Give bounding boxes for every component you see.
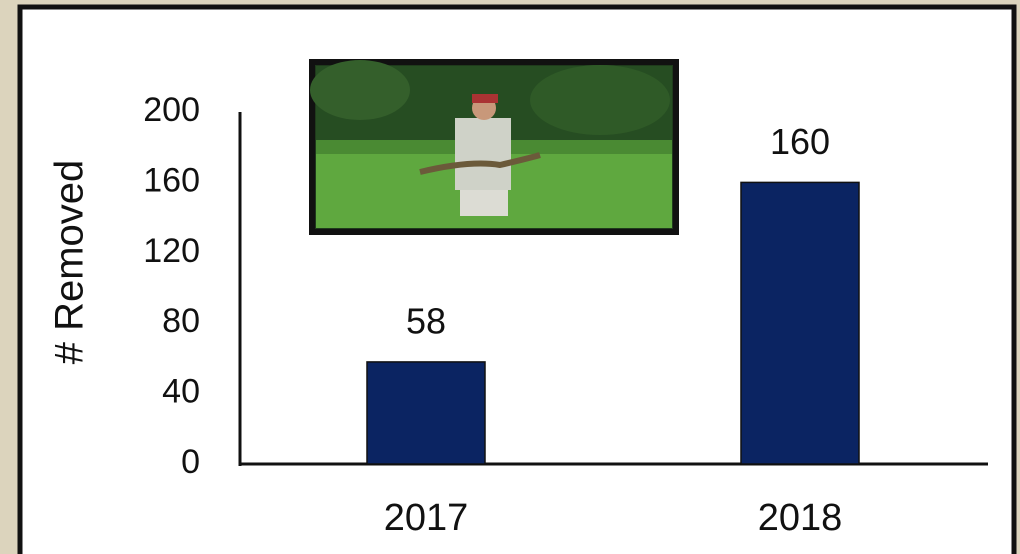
y-tick-label: 120 — [143, 232, 200, 270]
bar — [740, 181, 860, 465]
x-tick-label: 2018 — [758, 497, 843, 539]
x-tick-label: 2017 — [384, 497, 469, 539]
bar — [366, 361, 486, 465]
value-label: 160 — [770, 121, 830, 162]
y-tick-label: 0 — [181, 443, 200, 481]
y-tick-label: 160 — [143, 161, 200, 199]
y-tick-label: 80 — [162, 302, 200, 340]
y-tick-label: 200 — [143, 91, 200, 129]
y-axis-label: # Removed — [48, 160, 92, 365]
photo — [309, 59, 679, 235]
value-label: 58 — [406, 300, 446, 341]
y-tick-label: 40 — [162, 373, 200, 411]
